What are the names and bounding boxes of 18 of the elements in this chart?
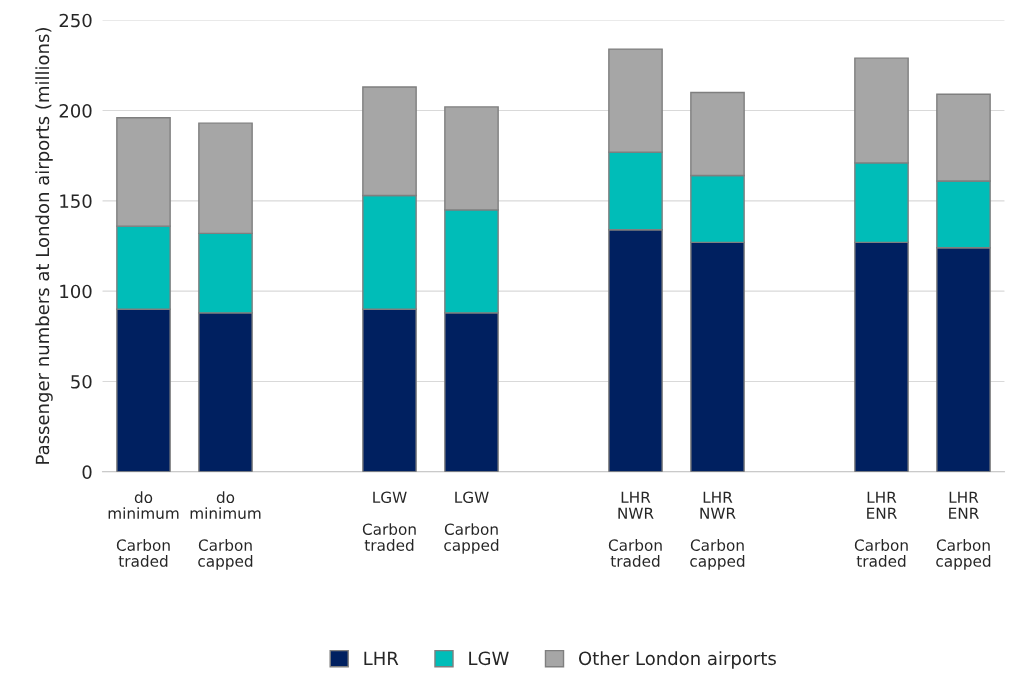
y-tick-label: 0 — [82, 465, 92, 479]
legend-label: Other London airports — [578, 651, 776, 669]
y-tick-label: 200 — [59, 104, 92, 118]
category-label: LHR ENR Carbon traded — [854, 491, 908, 567]
category-label: LGW Carbon capped — [444, 491, 499, 554]
y-tick-label: 50 — [71, 374, 92, 389]
legend-label: LHR — [364, 651, 399, 665]
category-label: LGW Carbon traded — [362, 491, 416, 551]
category-label: LHR ENR Carbon capped — [936, 491, 991, 570]
category-label: LHR NWR Carbon capped — [690, 491, 745, 570]
category-label: LHR NWR Carbon traded — [608, 491, 662, 567]
y-axis-title: Passenger numbers at London airports (millions) — [35, 28, 53, 464]
legend-label: LGW — [469, 651, 509, 666]
category-label: do minimum Carbon capped — [190, 491, 261, 570]
category-label: do minimum Carbon traded — [108, 491, 179, 567]
y-tick-label: 100 — [60, 284, 92, 299]
y-tick-label: 150 — [60, 194, 92, 208]
y-tick-label: 250 — [59, 13, 92, 28]
